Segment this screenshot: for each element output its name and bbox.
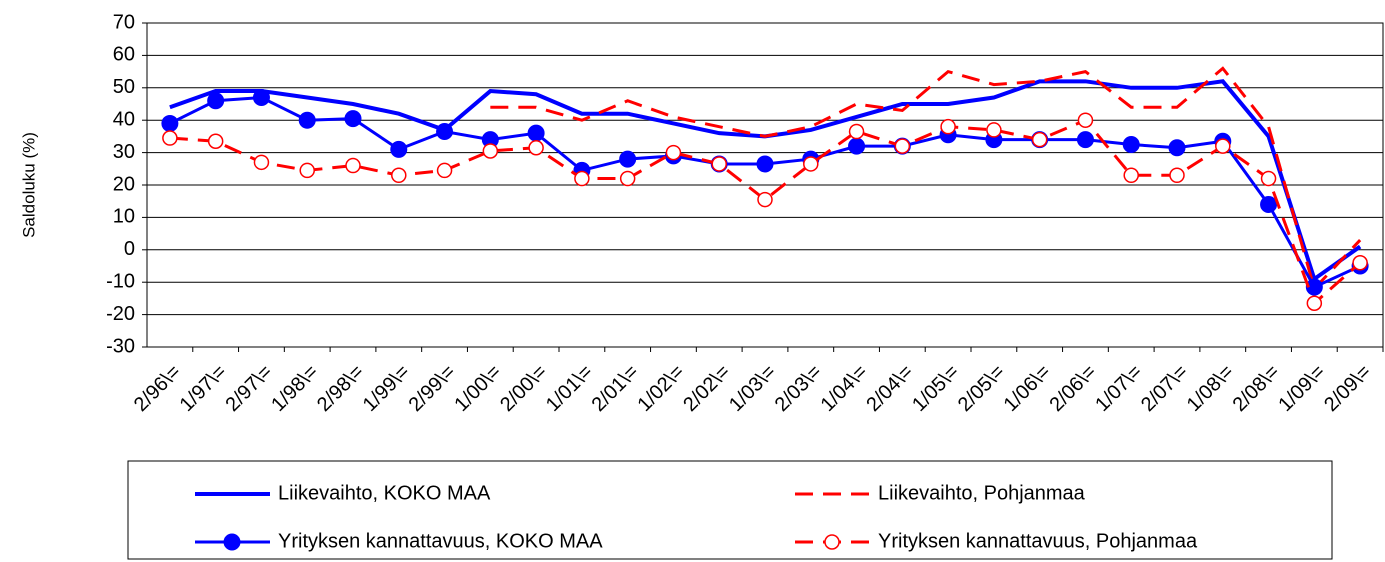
x-tick-label: 1/07\= [1091,361,1146,416]
x-tick-label: 2/96\= [130,361,185,416]
x-tick-label: 2/03\= [771,361,826,416]
data-point [390,140,408,158]
y-tick-label: 10 [113,206,135,228]
data-point [848,123,865,140]
data-point [1169,167,1185,184]
x-tick-label: 2/09\= [1320,361,1375,416]
x-tick-label: 2/06\= [1045,361,1100,416]
x-tick-label: 2/08\= [1229,361,1284,416]
data-point [1215,138,1231,154]
x-tick-label: 1/00\= [450,361,505,416]
y-tick-label: 50 [113,76,135,98]
y-tick-label: 0 [124,238,135,260]
x-tick-label: 2/01\= [588,361,643,416]
data-point [1077,112,1094,128]
data-point [436,162,453,179]
data-point [756,155,774,173]
x-tick-label: 2/07\= [1137,361,1192,416]
data-point [848,137,866,155]
data-point [252,89,270,107]
x-tick-label: 1/99\= [359,361,414,416]
data-point [391,167,407,184]
x-tick-label: 2/02\= [679,361,734,416]
legend-label: Yrityksen kannattavuus, Pohjanmaa [878,530,1198,552]
data-point [711,156,727,172]
legend-label: Liikevaihto, Pohjanmaa [878,482,1086,504]
legend-marker [824,534,840,550]
data-point [161,114,179,132]
data-point [527,124,545,142]
y-axis-label: Saldoluku (%) [19,132,38,238]
x-tick-label: 1/98\= [267,361,322,416]
x-tick-label: 1/97\= [176,361,231,416]
data-point [528,139,544,156]
x-tick-label: 1/01\= [542,361,597,416]
data-point [299,162,315,179]
data-point [1305,278,1323,296]
data-point [940,118,956,135]
data-point [1076,131,1094,149]
x-tick-label: 1/06\= [1000,361,1055,416]
legend-box [127,460,1333,560]
data-point [803,156,819,172]
data-point [253,154,270,171]
x-tick-label: 1/04\= [817,361,872,416]
data-point [619,170,636,187]
data-point [436,123,454,141]
data-point [1168,139,1186,157]
data-point [1122,136,1140,153]
x-tick-label: 2/99\= [405,361,460,416]
x-tick-label: 1/09\= [1274,361,1329,416]
series-line [490,66,1362,292]
data-point [619,150,637,168]
data-point [1123,167,1139,184]
x-tick-label: 2/97\= [221,361,276,416]
legend-marker [223,533,241,551]
data-point [665,144,682,161]
y-tick-label: -30 [106,335,135,357]
y-tick-label: 20 [113,173,135,195]
data-point [757,191,773,208]
data-point [162,130,178,146]
x-tick-label: 2/05\= [954,361,1009,416]
data-point [482,143,499,159]
data-point [574,170,590,187]
x-tick-label: 2/98\= [313,361,368,416]
y-tick-label: 70 [113,11,135,33]
y-tick-label: 40 [113,108,135,130]
data-point [298,111,316,129]
data-point [207,133,224,150]
x-tick-label: 2/04\= [862,361,917,416]
plot-border [146,22,1384,348]
data-point [894,138,911,154]
y-tick-label: 30 [113,141,135,163]
data-point [1031,131,1048,148]
series-line [169,118,1362,306]
y-tick-label: -20 [106,303,135,325]
data-point [1352,255,1368,271]
x-tick-label: 1/05\= [908,361,963,416]
data-point [345,157,361,174]
data-point [986,122,1002,138]
data-point [1260,170,1277,187]
data-point [207,92,225,110]
data-point [344,110,362,128]
data-point [1260,195,1278,213]
x-tick-label: 1/02\= [633,361,688,416]
y-tick-label: -10 [106,270,135,292]
x-tick-label: 1/08\= [1183,361,1238,416]
x-tick-label: 2/00\= [496,361,551,416]
legend-label: Yrityksen kannattavuus, KOKO MAA [278,530,603,552]
data-point [1306,295,1323,312]
legend-label: Liikevaihto, KOKO MAA [278,482,491,504]
y-tick-label: 60 [113,44,135,66]
x-tick-label: 1/03\= [725,361,780,416]
